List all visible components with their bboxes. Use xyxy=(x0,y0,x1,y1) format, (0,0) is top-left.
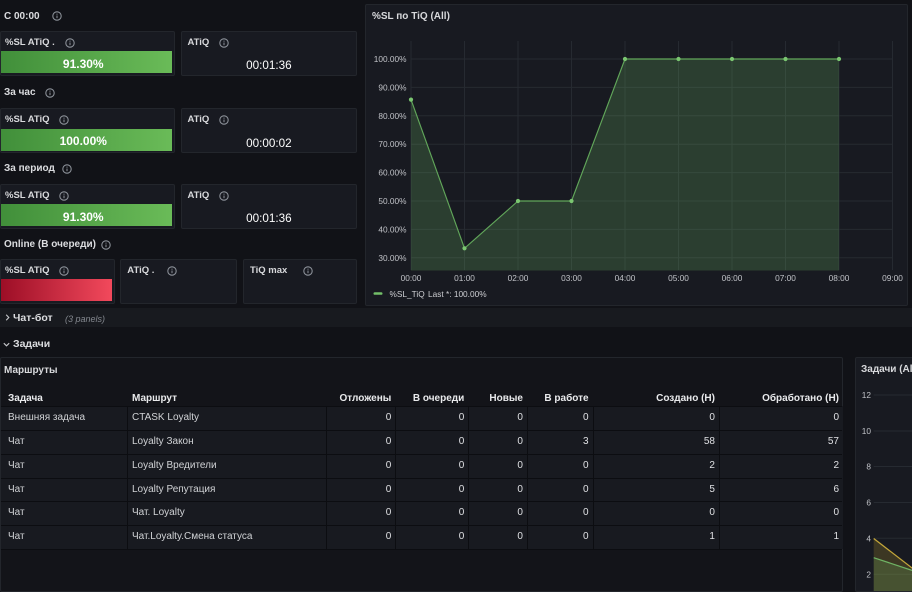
svg-text:%SL_TiQ: %SL_TiQ xyxy=(390,289,426,299)
svg-text:00:00: 00:00 xyxy=(401,273,422,283)
svg-text:05:00: 05:00 xyxy=(668,273,689,283)
svg-text:03:00: 03:00 xyxy=(561,273,582,283)
svg-text:40.00%: 40.00% xyxy=(378,224,407,234)
svg-text:06:00: 06:00 xyxy=(722,273,743,283)
svg-text:02:00: 02:00 xyxy=(508,273,529,283)
svg-text:12: 12 xyxy=(862,390,872,400)
svg-text:50.00%: 50.00% xyxy=(378,196,407,206)
svg-text:07:00: 07:00 xyxy=(775,273,796,283)
svg-text:Last *: 100.00%: Last *: 100.00% xyxy=(428,289,487,299)
svg-text:6: 6 xyxy=(866,498,871,508)
svg-text:30.00%: 30.00% xyxy=(378,253,407,263)
svg-text:2: 2 xyxy=(866,569,871,579)
svg-text:4: 4 xyxy=(866,533,871,543)
svg-text:80.00%: 80.00% xyxy=(378,111,407,121)
svg-text:09:00: 09:00 xyxy=(882,273,903,283)
svg-text:04:00: 04:00 xyxy=(615,273,636,283)
svg-text:100.00%: 100.00% xyxy=(374,54,407,64)
svg-text:08:00: 08:00 xyxy=(829,273,850,283)
svg-text:90.00%: 90.00% xyxy=(378,82,407,92)
svg-text:8: 8 xyxy=(866,462,871,472)
svg-text:70.00%: 70.00% xyxy=(378,139,407,149)
svg-text:60.00%: 60.00% xyxy=(378,168,407,178)
svg-text:01:00: 01:00 xyxy=(454,273,475,283)
svg-text:10: 10 xyxy=(862,426,872,436)
